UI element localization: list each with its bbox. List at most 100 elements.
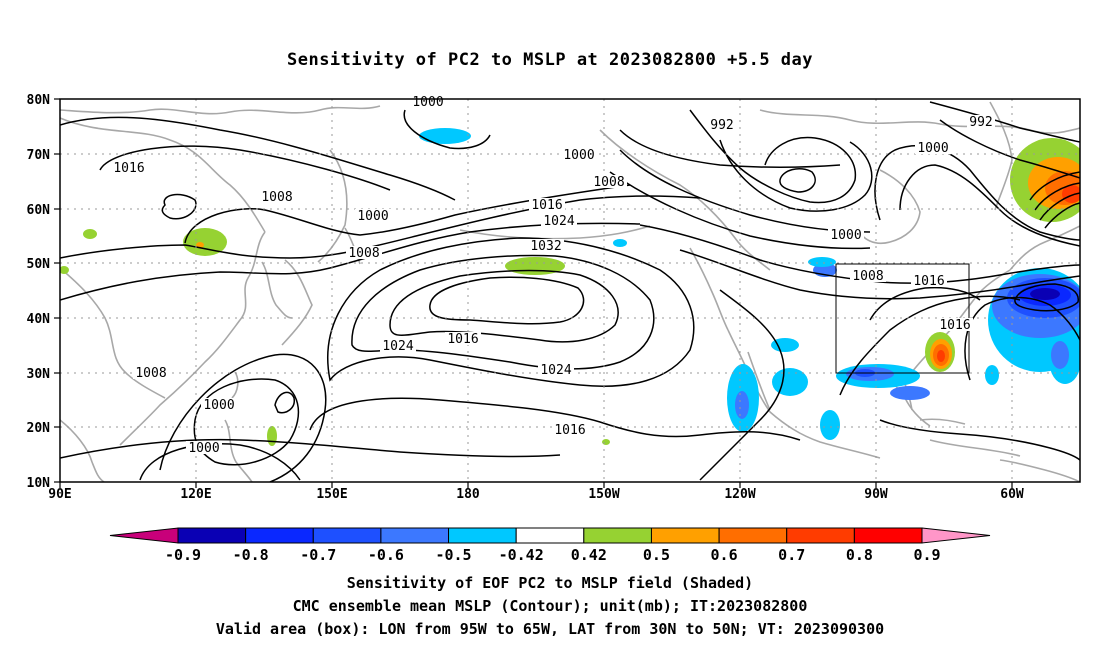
contour-label-bg bbox=[708, 118, 736, 131]
coast-greenland bbox=[989, 101, 1013, 211]
contour-path bbox=[1014, 283, 1079, 312]
contour-label-bg bbox=[552, 423, 588, 436]
contour-path bbox=[689, 109, 857, 204]
colorbar-box bbox=[448, 527, 517, 544]
contour-path bbox=[699, 289, 785, 481]
colorbar-label: -0.8 bbox=[233, 546, 269, 564]
contour-label: 1000 bbox=[203, 398, 234, 413]
lon-label: 120E bbox=[180, 487, 211, 502]
coast-hudson bbox=[857, 169, 921, 244]
colorbar-label: -0.9 bbox=[165, 546, 201, 564]
contour-path bbox=[869, 286, 981, 321]
contour-label-bg bbox=[355, 209, 391, 222]
contour-label: 1000 bbox=[917, 141, 948, 156]
contour-path bbox=[99, 145, 391, 191]
contour-label: 1000 bbox=[563, 148, 594, 163]
coast-baja bbox=[747, 351, 771, 411]
contour-label: 1008 bbox=[261, 190, 292, 205]
contour-label-bg bbox=[850, 269, 886, 282]
shade-green-small-1 bbox=[83, 229, 97, 239]
contour-label: 1024 bbox=[540, 363, 571, 378]
coast-bc bbox=[689, 247, 729, 331]
contour-path bbox=[964, 296, 1080, 381]
lat-label: 60N bbox=[27, 203, 51, 218]
lon-label: 150E bbox=[316, 487, 347, 502]
lat-label: 40N bbox=[27, 312, 51, 327]
lat-label: 10N bbox=[27, 476, 51, 491]
map-frame bbox=[59, 98, 1081, 483]
colorbar-box bbox=[515, 527, 585, 544]
contour-label: 1016 bbox=[113, 161, 144, 176]
colorbar-label: -0.7 bbox=[300, 546, 336, 564]
contour-label-bg bbox=[111, 161, 147, 174]
lat-label: 80N bbox=[27, 93, 51, 108]
contour-label: 1000 bbox=[188, 441, 219, 456]
contour-label: 992 bbox=[710, 118, 733, 133]
contour-path bbox=[1034, 182, 1080, 211]
contour-path bbox=[193, 378, 300, 466]
shade-atl-blue4 bbox=[1030, 288, 1060, 300]
shade-box-red bbox=[937, 350, 945, 362]
colorbar-label: 0.42 bbox=[571, 546, 607, 564]
contour-label: 1016 bbox=[913, 274, 944, 289]
contour-path bbox=[429, 276, 585, 325]
contour-label: 1024 bbox=[543, 214, 574, 229]
colorbar-box bbox=[786, 527, 855, 544]
axis-ticks bbox=[54, 98, 1013, 488]
coast-east-asia bbox=[119, 231, 266, 446]
lon-axis-labels: 90E 120E 150E 180 150W 120W 90W 60W bbox=[48, 487, 1024, 502]
shade-green-tiny-1 bbox=[267, 426, 277, 446]
colorbar bbox=[109, 527, 991, 544]
contour-label-bg bbox=[259, 190, 295, 203]
contour-label-bg bbox=[828, 228, 864, 241]
shade-atl-cyan-small bbox=[985, 365, 999, 385]
colorbar-label: -0.42 bbox=[499, 546, 544, 564]
shade-bc-cyan bbox=[808, 257, 836, 267]
contour-path bbox=[309, 397, 801, 441]
contour-label-bg bbox=[445, 332, 481, 345]
contour-path bbox=[274, 391, 295, 414]
contour-label-bg bbox=[346, 246, 382, 259]
shade-arctic-blue bbox=[419, 128, 471, 144]
colorbar-labels: -0.9 -0.8 -0.7 -0.6 -0.5 -0.42 0.42 0.5 0.6 0.7 0.… bbox=[165, 546, 941, 564]
contour-label: 1008 bbox=[135, 366, 166, 381]
lon-label: 90W bbox=[864, 487, 888, 502]
contour-label: 1032 bbox=[530, 239, 561, 254]
contour-path bbox=[1029, 171, 1080, 201]
contour-path bbox=[60, 438, 561, 459]
lat-label: 70N bbox=[27, 148, 51, 163]
contour-path bbox=[161, 193, 197, 220]
contour-label-bg bbox=[201, 398, 237, 411]
contour-label-bg bbox=[915, 141, 951, 154]
contour-label: 1016 bbox=[554, 423, 585, 438]
coast-canada-east bbox=[1009, 225, 1080, 271]
contour-label-bg bbox=[529, 198, 565, 211]
colorbar-label: 0.6 bbox=[711, 546, 738, 564]
contour-label: 1016 bbox=[447, 332, 478, 347]
shade-green-small-2 bbox=[60, 266, 69, 274]
contour-path bbox=[159, 353, 327, 482]
contour-path bbox=[874, 145, 1080, 241]
colorbar-label: -0.5 bbox=[435, 546, 471, 564]
contour-path bbox=[139, 443, 301, 481]
colorbar-label: 0.7 bbox=[778, 546, 805, 564]
contour-label: 1008 bbox=[348, 246, 379, 261]
shade-greenland-red bbox=[1062, 185, 1080, 203]
contour-path bbox=[60, 222, 641, 301]
contour-labels: 1000 1016 1008 1000 1008 1000 1008 1016 1024 1032… bbox=[111, 95, 995, 456]
contour-label: 1016 bbox=[939, 318, 970, 333]
contour-path bbox=[679, 249, 1080, 300]
contour-label-bg bbox=[133, 366, 169, 379]
shade-blue-small bbox=[613, 239, 627, 247]
contour-label-bg bbox=[911, 274, 947, 287]
contour-path bbox=[60, 116, 456, 201]
coast-south-america bbox=[999, 459, 1080, 482]
lon-label: 60W bbox=[1000, 487, 1024, 502]
coast-indochina bbox=[60, 419, 105, 482]
colorbar-box bbox=[312, 527, 382, 544]
lat-axis-labels: 80N 70N 60N 50N 40N 30N 20N 10N bbox=[27, 93, 51, 491]
colorbar-label: 0.9 bbox=[913, 546, 940, 564]
contour-path bbox=[939, 119, 1080, 179]
coast-alaska bbox=[599, 129, 771, 271]
contour-path bbox=[609, 171, 871, 250]
